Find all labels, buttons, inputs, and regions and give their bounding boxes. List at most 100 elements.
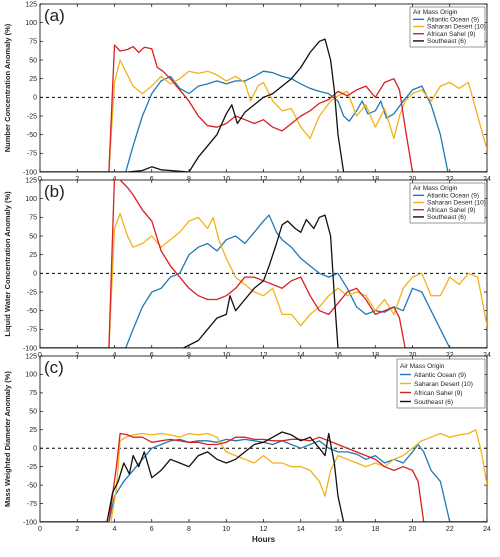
x-tick-label: 2 [75, 352, 79, 359]
y-tick-label: -75 [27, 151, 37, 158]
legend-title: Air Mass Origin [400, 363, 445, 370]
x-tick-label: 10 [222, 526, 230, 533]
series-line [40, 59, 487, 172]
series-line [40, 214, 487, 348]
x-tick-label: 6 [150, 176, 154, 183]
y-tick-label: 125 [25, 177, 37, 184]
x-tick-label: 8 [187, 352, 191, 359]
y-tick-label: 75 [29, 39, 37, 46]
x-tick-label: 18 [371, 352, 379, 359]
series-line [40, 212, 487, 348]
legend-title: Air Mass Origin [413, 185, 458, 192]
legend-box [396, 358, 486, 409]
x-tick-label: 22 [446, 352, 454, 359]
y-tick-label: -100 [23, 519, 37, 526]
y-tick-label: -100 [23, 345, 37, 352]
series-line [40, 70, 487, 172]
y-axis-label: Mass Weighted Diameter Anomaly (%) [3, 371, 12, 507]
x-tick-label: 4 [113, 352, 117, 359]
y-tick-label: -25 [27, 289, 37, 296]
series-line [40, 432, 487, 522]
x-tick-label: 14 [297, 526, 305, 533]
x-tick-label: 16 [334, 526, 342, 533]
x-tick-label: 14 [297, 352, 305, 359]
x-tick-label: 0 [38, 526, 42, 533]
x-axis-label: Hours [252, 535, 276, 544]
x-tick-label: 12 [260, 526, 268, 533]
legend-entry: Southeast (6) [427, 38, 466, 45]
x-tick-label: 8 [187, 526, 191, 533]
panel-label: (b) [44, 182, 65, 201]
y-tick-label: 0 [33, 95, 37, 102]
x-tick-label: 24 [483, 526, 491, 533]
series-line [40, 38, 487, 172]
y-tick-label: -50 [27, 308, 37, 315]
x-tick-label: 20 [409, 526, 417, 533]
series-line [40, 431, 487, 522]
x-tick-label: 16 [334, 176, 342, 183]
x-tick-label: 0 [38, 176, 42, 183]
y-tick-label: 125 [25, 353, 37, 360]
x-tick-label: 6 [150, 526, 154, 533]
x-tick-label: 8 [187, 176, 191, 183]
legend-entry: Southeast (6) [414, 399, 453, 406]
x-tick-label: 16 [334, 352, 342, 359]
y-tick-label: 25 [29, 76, 37, 83]
legend-entry: Atlantic Ocean (9) [414, 372, 466, 379]
x-tick-label: 10 [222, 176, 230, 183]
x-tick-label: 2 [75, 526, 79, 533]
legend-entry: Saharan Desert (10) [427, 200, 486, 207]
panel-label: (a) [44, 6, 65, 25]
y-tick-label: 50 [29, 57, 37, 64]
x-tick-label: 24 [483, 176, 491, 183]
legend-entry: African Sahel (9) [427, 31, 475, 38]
legend-entry: Atlantic Ocean (9) [427, 16, 479, 23]
x-tick-label: 12 [260, 176, 268, 183]
x-tick-label: 6 [150, 352, 154, 359]
y-tick-label: -50 [27, 482, 37, 489]
y-tick-label: 25 [29, 427, 37, 434]
y-tick-label: 125 [25, 1, 37, 8]
y-tick-label: 100 [25, 196, 37, 203]
y-tick-label: 0 [33, 446, 37, 453]
series-line [40, 180, 487, 348]
legend-entry: African Sahel (9) [414, 390, 462, 397]
x-tick-label: 18 [371, 176, 379, 183]
y-tick-label: 75 [29, 215, 37, 222]
y-tick-label: -25 [27, 464, 37, 471]
panel-label: (c) [44, 358, 64, 377]
y-tick-label: -75 [27, 501, 37, 508]
y-axis-label: Number Concentration Anomaly (%) [3, 23, 12, 152]
series-line [40, 214, 487, 348]
x-tick-label: 2 [75, 176, 79, 183]
x-tick-label: 22 [446, 526, 454, 533]
legend-entry: African Sahel (9) [427, 207, 475, 214]
y-tick-label: 50 [29, 409, 37, 416]
x-tick-label: 24 [483, 352, 491, 359]
y-tick-label: -50 [27, 132, 37, 139]
legend-entry: Saharan Desert (10) [427, 24, 486, 31]
y-tick-label: 100 [25, 372, 37, 379]
series-line [40, 44, 487, 172]
x-tick-label: 4 [113, 176, 117, 183]
legend-title: Air Mass Origin [413, 9, 458, 16]
x-tick-label: 4 [113, 526, 117, 533]
x-tick-label: 14 [297, 176, 305, 183]
x-tick-label: 10 [222, 352, 230, 359]
y-tick-label: -25 [27, 113, 37, 120]
x-tick-label: 18 [371, 526, 379, 533]
y-tick-label: 0 [33, 271, 37, 278]
y-tick-label: -100 [23, 169, 37, 176]
legend-entry: Southeast (6) [427, 214, 466, 221]
legend-entry: Atlantic Ocean (9) [427, 192, 479, 199]
y-tick-label: 100 [25, 20, 37, 27]
y-tick-label: 75 [29, 390, 37, 397]
x-tick-label: 0 [38, 352, 42, 359]
y-tick-label: 25 [29, 252, 37, 259]
x-tick-label: 20 [409, 352, 417, 359]
